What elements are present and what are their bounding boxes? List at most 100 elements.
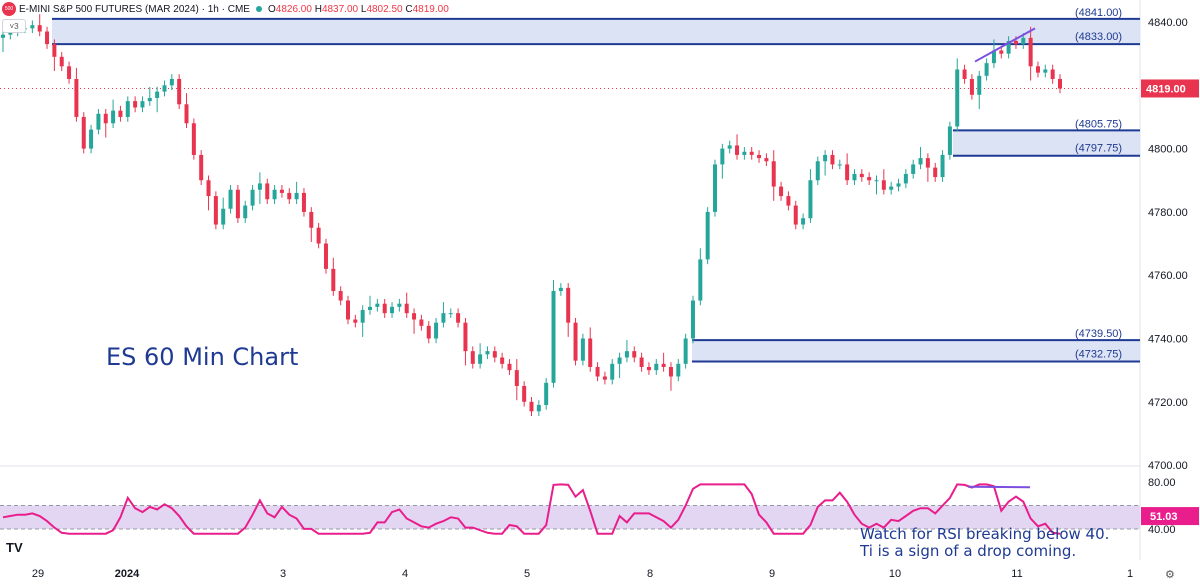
candle-body xyxy=(624,351,629,358)
candle-body xyxy=(412,313,417,320)
candle-body xyxy=(492,351,497,358)
candle-body xyxy=(434,322,439,339)
candle-body xyxy=(962,69,967,79)
candle-body xyxy=(742,151,747,155)
price-tick-label: 4760.00 xyxy=(1148,270,1188,282)
candle-body xyxy=(1050,69,1055,79)
candle-body xyxy=(903,173,908,184)
candle-body xyxy=(52,44,57,57)
candle-body xyxy=(969,78,974,95)
candle-body xyxy=(89,129,94,149)
candle-body xyxy=(786,196,791,206)
candle-body xyxy=(426,325,431,339)
candle-body xyxy=(103,113,108,124)
candle-body xyxy=(118,110,123,117)
candle-body xyxy=(279,189,284,193)
candle-body xyxy=(382,303,387,314)
candle-body xyxy=(331,268,336,292)
candle-body xyxy=(661,363,666,367)
symbol-title[interactable]: E-MINI S&P 500 FUTURES (MAR 2024) · 1h ·… xyxy=(19,3,250,15)
candle-body xyxy=(184,104,189,124)
candle-body xyxy=(690,300,695,339)
candle-body xyxy=(309,211,314,228)
candle-body xyxy=(287,192,292,200)
indicators-collapse-button[interactable]: ˅ 3 xyxy=(2,19,26,33)
candle-body xyxy=(911,164,916,174)
rsi-value-tag xyxy=(1141,507,1199,526)
candle-body xyxy=(991,50,996,64)
candle-body xyxy=(1058,78,1062,89)
candle-body xyxy=(918,158,923,165)
candle-body xyxy=(654,363,659,371)
zone-0-lower-label: (4833.00) xyxy=(1075,31,1122,43)
candle-body xyxy=(485,351,490,355)
candle-body xyxy=(155,91,160,98)
candle-body xyxy=(764,158,769,162)
zone-2-lower-label: (4732.75) xyxy=(1075,348,1122,360)
candle-body xyxy=(1028,37,1033,67)
price-tick-label: 4800.00 xyxy=(1148,144,1188,156)
current-price-label: 4819.00 xyxy=(1146,83,1186,95)
candle-body xyxy=(1021,37,1026,45)
candle-body xyxy=(544,382,549,405)
candle-body xyxy=(588,338,593,367)
candle-body xyxy=(37,25,42,32)
candle-body xyxy=(140,101,145,108)
candle-body xyxy=(610,363,615,380)
candle-body xyxy=(463,322,468,352)
candle-body xyxy=(771,161,776,187)
candle-body xyxy=(668,366,673,377)
price-tick-label: 4700.00 xyxy=(1148,460,1188,472)
zone-1-lower-label: (4797.75) xyxy=(1075,143,1122,155)
candle-body xyxy=(815,161,820,181)
candle-body xyxy=(793,205,798,225)
rsi-value-label: 51.03 xyxy=(1150,511,1178,523)
candle-body xyxy=(984,63,989,76)
candle-body xyxy=(345,300,350,320)
candle-body xyxy=(294,192,299,200)
candle-body xyxy=(375,303,380,307)
candle-body xyxy=(228,189,233,209)
settings-icon[interactable]: ⚙ xyxy=(1165,569,1175,581)
price-tick-label: 4780.00 xyxy=(1148,207,1188,219)
zone-1 xyxy=(953,130,1140,156)
candle-body xyxy=(514,370,519,386)
candle-body xyxy=(558,287,563,292)
annotation-title: ES 60 Min Chart xyxy=(106,343,299,371)
candle-body xyxy=(353,319,358,323)
candle-body xyxy=(448,313,453,315)
candle-body xyxy=(874,180,879,182)
candle-body xyxy=(272,189,277,200)
candle-body xyxy=(940,154,945,178)
candle-body xyxy=(859,173,864,178)
candle-body xyxy=(698,259,703,301)
candle-body xyxy=(536,404,541,412)
candle-body xyxy=(419,319,424,326)
candle-body xyxy=(676,363,681,377)
price-tick-label: 4840.00 xyxy=(1148,17,1188,29)
candle-body xyxy=(162,85,167,92)
candle-body xyxy=(1013,40,1018,45)
candle-body xyxy=(169,78,174,86)
candle-body xyxy=(133,101,138,108)
candle-body xyxy=(441,313,446,323)
candle-body xyxy=(801,218,806,225)
candle-body xyxy=(823,154,828,162)
candle-body xyxy=(955,69,960,127)
candle-body xyxy=(500,357,505,364)
candle-body xyxy=(250,189,255,206)
candle-body xyxy=(1035,66,1040,73)
zone-0-upper-label: (4841.00) xyxy=(1075,7,1122,19)
time-tick-label: 4 xyxy=(402,568,408,580)
candle-body xyxy=(779,186,784,197)
time-tick-label: 2024 xyxy=(115,568,140,580)
time-tick-label: 3 xyxy=(280,568,286,580)
rsi-tick-label: 80.00 xyxy=(1148,477,1176,489)
candle-body xyxy=(8,31,13,35)
candle-body xyxy=(45,31,50,45)
candle-body xyxy=(125,101,130,117)
candle-body xyxy=(1,34,5,38)
candle-body xyxy=(338,291,343,301)
candle-body xyxy=(301,192,306,212)
